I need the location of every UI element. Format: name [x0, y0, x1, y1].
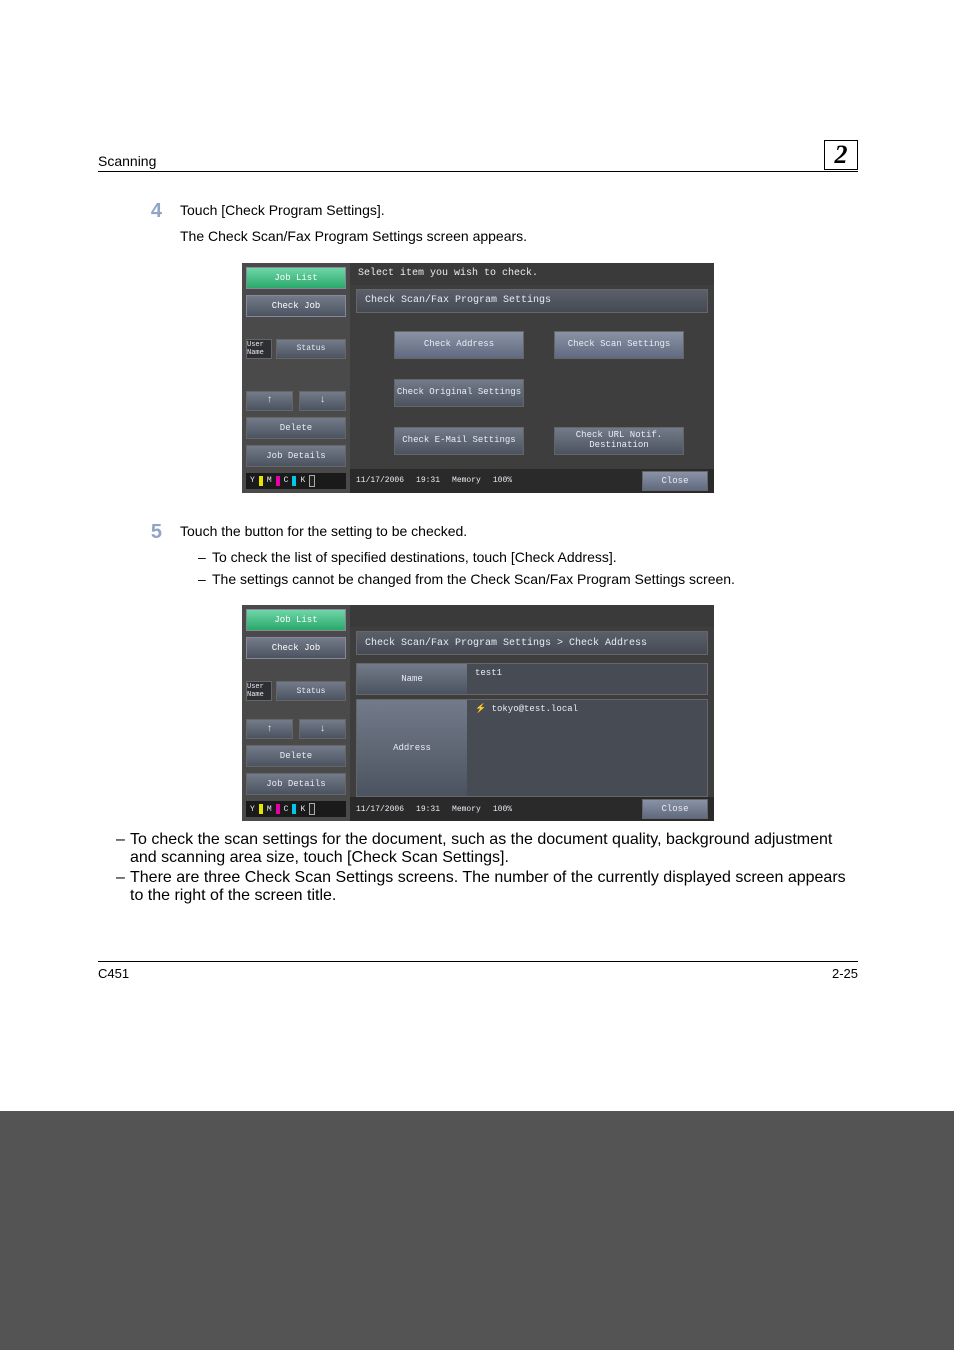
- check-email-settings-button[interactable]: Check E-Mail Settings: [394, 427, 524, 455]
- toner-k-icon: [309, 803, 315, 815]
- step-4: 4 Touch [Check Program Settings]. The Ch…: [98, 200, 858, 253]
- toner-k-icon: [309, 475, 315, 487]
- toner-m-icon: [276, 476, 280, 486]
- ss-b-title-bar: Check Scan/Fax Program Settings > Check …: [356, 631, 708, 655]
- ss-b-name-label: Name: [357, 664, 467, 694]
- ss-b-time: 19:31: [416, 805, 440, 814]
- job-list-tab[interactable]: Job List: [246, 267, 346, 289]
- ss-a-mem-value: 100%: [493, 476, 512, 485]
- ss-b-address-label: Address: [357, 700, 467, 796]
- step-5-bullet-a2: The settings cannot be changed from the …: [198, 569, 858, 589]
- user-name-mini: User Name: [246, 681, 272, 701]
- ss-a-main: Select item you wish to check. Check Sca…: [350, 263, 714, 493]
- step-5-bullet-b1: To check the scan settings for the docum…: [116, 831, 858, 867]
- ss-a-time: 19:31: [416, 476, 440, 485]
- step-4-line-2: The Check Scan/Fax Program Settings scre…: [180, 226, 858, 246]
- footer-model: C451: [98, 966, 129, 981]
- footer-page-number: 2-25: [832, 966, 858, 981]
- check-address-button[interactable]: Check Address: [394, 331, 524, 359]
- ss-a-close-button[interactable]: Close: [642, 471, 708, 491]
- ss-b-name-value: test1: [467, 664, 707, 694]
- step-5-body: Touch the button for the setting to be c…: [180, 521, 858, 596]
- check-job-tab[interactable]: Check Job: [246, 295, 346, 317]
- step-4-number: 4: [98, 200, 180, 223]
- ss-b-main: Check Scan/Fax Program Settings > Check …: [350, 605, 714, 821]
- screenshot-check-address: Job List Check Job User Name Status ↑ ↓ …: [242, 605, 714, 821]
- job-details-button[interactable]: Job Details: [246, 773, 346, 795]
- ss-b-address-value: ⚡ tokyo@test.local: [467, 700, 707, 796]
- scroll-up-button[interactable]: ↑: [246, 391, 293, 411]
- toner-y-icon: [259, 476, 263, 486]
- user-name-mini: User Name: [246, 339, 272, 359]
- check-job-tab[interactable]: Check Job: [246, 637, 346, 659]
- job-list-tab[interactable]: Job List: [246, 609, 346, 631]
- step-5: 5 Touch the button for the setting to be…: [98, 521, 858, 596]
- step-5-number: 5: [98, 521, 180, 544]
- ss-b-mem-value: 100%: [493, 805, 512, 814]
- step-5-bullet-a1: To check the list of specified destinati…: [198, 547, 858, 567]
- toner-m-icon: [276, 804, 280, 814]
- scroll-up-button[interactable]: ↑: [246, 719, 293, 739]
- ss-a-option-grid: Check Address Check Scan Settings Check …: [350, 317, 714, 469]
- screenshot-program-settings: Job List Check Job User Name Status ↑ ↓ …: [242, 263, 714, 493]
- ss-a-title-bar: Check Scan/Fax Program Settings: [356, 289, 708, 313]
- ss-a-message: Select item you wish to check.: [350, 263, 714, 285]
- ss-b-detail-rows: Name test1 Address ⚡ tokyo@test.local: [350, 663, 714, 797]
- scroll-down-button[interactable]: ↓: [299, 719, 346, 739]
- ss-b-close-button[interactable]: Close: [642, 799, 708, 819]
- scroll-down-button[interactable]: ↓: [299, 391, 346, 411]
- ss-b-mem-label: Memory: [452, 805, 481, 814]
- delete-button[interactable]: Delete: [246, 745, 346, 767]
- check-url-notif-button[interactable]: Check URL Notif. Destination: [554, 427, 684, 455]
- page-header: Scanning 2: [98, 140, 858, 172]
- ss-b-sidebar: Job List Check Job User Name Status ↑ ↓ …: [242, 605, 350, 821]
- ss-b-footer: 11/17/2006 19:31 Memory 100% Close: [350, 797, 714, 821]
- step-4-body: Touch [Check Program Settings]. The Chec…: [180, 200, 858, 253]
- page-footer: C451 2-25: [98, 961, 858, 981]
- chapter-number-box: 2: [824, 140, 858, 170]
- ss-b-name-row: Name test1: [356, 663, 708, 695]
- toner-y-icon: [259, 804, 263, 814]
- ss-a-sidebar: Job List Check Job User Name Status ↑ ↓ …: [242, 263, 350, 493]
- ss-a-mem-label: Memory: [452, 476, 481, 485]
- status-button[interactable]: Status: [276, 681, 346, 701]
- status-button[interactable]: Status: [276, 339, 346, 359]
- step-4-line-1: Touch [Check Program Settings].: [180, 200, 858, 220]
- toner-c-icon: [292, 804, 296, 814]
- page: Scanning 2 4 Touch [Check Program Settin…: [0, 0, 954, 1111]
- check-scan-settings-button[interactable]: Check Scan Settings: [554, 331, 684, 359]
- delete-button[interactable]: Delete: [246, 417, 346, 439]
- step-5-line-1: Touch the button for the setting to be c…: [180, 521, 858, 541]
- ss-a-date: 11/17/2006: [356, 476, 404, 485]
- step-5-bullet-b2: There are three Check Scan Settings scre…: [116, 869, 858, 905]
- job-details-button[interactable]: Job Details: [246, 445, 346, 467]
- toner-levels: Y M C K: [246, 473, 346, 489]
- ss-b-address-row: Address ⚡ tokyo@test.local: [356, 699, 708, 797]
- step-5-bullets-b: To check the scan settings for the docum…: [98, 831, 858, 905]
- ss-b-message: [350, 605, 714, 627]
- toner-c-icon: [292, 476, 296, 486]
- step-5-bullets-a: To check the list of specified destinati…: [180, 547, 858, 590]
- ss-a-footer: 11/17/2006 19:31 Memory 100% Close: [350, 469, 714, 493]
- toner-levels: Y M C K: [246, 801, 346, 817]
- ss-b-date: 11/17/2006: [356, 805, 404, 814]
- section-title: Scanning: [98, 153, 156, 169]
- check-original-settings-button[interactable]: Check Original Settings: [394, 379, 524, 407]
